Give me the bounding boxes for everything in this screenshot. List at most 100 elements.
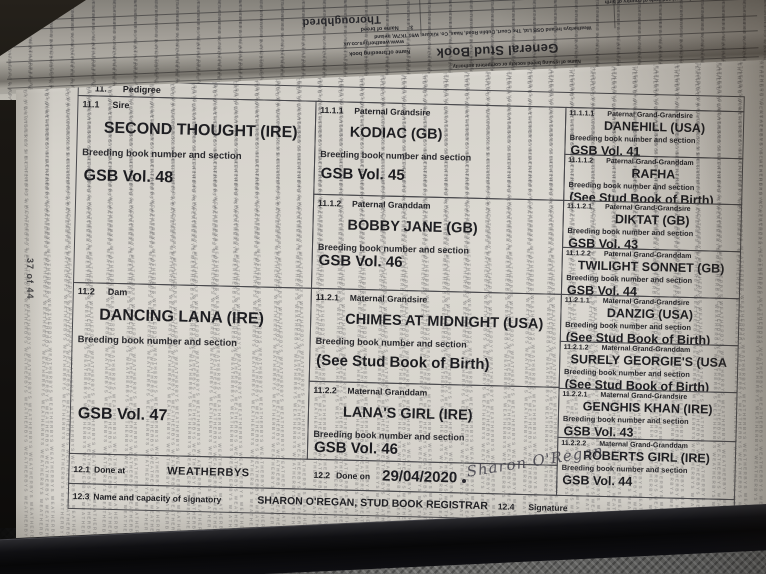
pedigree-cell-great-grandparent-1: 11.1.1.1 Paternal Grand-Grandsire DANEHIL… <box>564 106 745 160</box>
security-pattern-column: WEATHERBYS WEATHERBYS WEATHERBYS WEATHER… <box>385 0 390 100</box>
security-pattern-column: WEATHERBYS WEATHERBYS WEATHERBYS WEATHER… <box>91 0 96 100</box>
signatory-label: Name and capacity of signatory <box>93 491 222 505</box>
pedigree-page: WEATHERBYS WEATHERBYS WEATHERBYS WEATHER… <box>16 60 766 538</box>
breeding-book-label: Breeding book number and section <box>82 147 242 163</box>
security-pattern-column: WEATHERBYS WEATHERBYS WEATHERBYS WEATHER… <box>485 60 491 538</box>
security-pattern-column: WEATHERBYS WEATHERBYS WEATHERBYS WEATHER… <box>569 60 575 538</box>
cell-relation: Sire <box>112 99 130 111</box>
security-pattern-column: WEATHERBYS WEATHERBYS WEATHERBYS WEATHER… <box>506 60 512 538</box>
book-volume: (See Stud Book of Birth) <box>316 351 490 374</box>
cell-code: 11.2 <box>77 286 95 297</box>
security-pattern-column: WEATHERBYS WEATHERBYS WEATHERBYS WEATHER… <box>527 60 533 538</box>
security-pattern-column: WEATHERBYS WEATHERBYS WEATHERBYS WEATHER… <box>133 0 138 100</box>
pedigree-cell-great-grandparent-5: 11.2.1.1 Maternal Grand-Grandsire DANZIG … <box>559 293 740 347</box>
security-pattern-column: WEATHERBYS WEATHERBYS WEATHERBYS WEATHER… <box>149 60 155 538</box>
security-pattern-column: WEATHERBYS WEATHERBYS WEATHERBYS WEATHER… <box>401 60 407 538</box>
ink-dot <box>462 479 466 483</box>
breeding-book-label: Breeding book number and section <box>315 335 467 350</box>
cell-code: 11.1 <box>82 99 100 110</box>
security-pattern-column: WEATHERBYS WEATHERBYS WEATHERBYS WEATHER… <box>427 0 432 100</box>
security-pattern-column: WEATHERBYS WEATHERBYS WEATHERBYS WEATHER… <box>275 60 281 538</box>
security-pattern-column: WEATHERBYS WEATHERBYS WEATHERBYS WEATHER… <box>422 60 428 538</box>
security-pattern-column: WEATHERBYS WEATHERBYS WEATHERBYS WEATHER… <box>7 0 12 100</box>
security-pattern-column: WEATHERBYS WEATHERBYS WEATHERBYS WEATHER… <box>532 0 537 100</box>
security-pattern-column: WEATHERBYS WEATHERBYS WEATHERBYS WEATHER… <box>112 0 117 100</box>
security-pattern-column: WEATHERBYS WEATHERBYS WEATHERBYS WEATHER… <box>301 0 306 100</box>
cell-relation: Maternal Granddam <box>347 385 428 398</box>
horse-name: DANCING LANA (IRE) <box>99 306 265 328</box>
security-pattern-column: WEATHERBYS WEATHERBYS WEATHERBYS WEATHER… <box>317 60 323 538</box>
horse-name: SECOND THOUGHT (IRE) <box>103 119 298 142</box>
security-pattern-column: WEATHERBYS WEATHERBYS WEATHERBYS WEATHER… <box>23 60 29 538</box>
security-pattern-column: WEATHERBYS WEATHERBYS WEATHERBYS WEATHER… <box>70 0 75 100</box>
pedigree-cell-sire: 11.1 Sire SECOND THOUGHT (IRE) Breeding b… <box>73 94 317 289</box>
breeding-book-label: Breeding book number and section <box>320 148 472 163</box>
security-pattern-column: WEATHERBYS WEATHERBYS WEATHERBYS WEATHER… <box>49 0 54 100</box>
security-pattern-column: WEATHERBYS WEATHERBYS WEATHERBYS WEATHER… <box>154 0 159 100</box>
pedigree-cell-paternal-granddam: 11.1.2 Paternal Granddam BOBBY JANE (GB) … <box>310 193 565 295</box>
section-label: Pedigree <box>122 84 161 96</box>
security-pattern-column: WEATHERBYS WEATHERBYS WEATHERBYS WEATHER… <box>86 60 92 538</box>
security-pattern-column: WEATHERBYS WEATHERBYS WEATHERBYS WEATHER… <box>469 0 474 100</box>
horse-name: LANA'S GIRL (IRE) <box>342 404 473 424</box>
horse-name: BOBBY JANE (GB) <box>347 217 478 237</box>
security-pattern-column: WEATHERBYS WEATHERBYS WEATHERBYS WEATHER… <box>653 60 659 538</box>
done-at-code: 12.1 <box>73 463 91 474</box>
security-pattern-column: WEATHERBYS WEATHERBYS WEATHERBYS WEATHER… <box>742 0 747 100</box>
security-pattern-column: WEATHERBYS WEATHERBYS WEATHERBYS WEATHER… <box>763 0 766 100</box>
security-pattern-column: WEATHERBYS WEATHERBYS WEATHERBYS WEATHER… <box>259 0 264 100</box>
pedigree-cell-great-grandparent-3: 11.1.2.1 Paternal Grand-Grandsire DIKTAT … <box>562 199 743 253</box>
security-pattern-column: WEATHERBYS WEATHERBYS WEATHERBYS WEATHER… <box>212 60 218 538</box>
cell-code: 11.1.2 <box>317 197 342 209</box>
security-pattern-column: WEATHERBYS WEATHERBYS WEATHERBYS WEATHER… <box>191 60 197 538</box>
security-pattern-column: WEATHERBYS WEATHERBYS WEATHERBYS WEATHER… <box>44 60 50 538</box>
security-pattern-column: WEATHERBYS WEATHERBYS WEATHERBYS WEATHER… <box>343 0 348 100</box>
security-pattern-column: WEATHERBYS WEATHERBYS WEATHERBYS WEATHER… <box>611 60 617 538</box>
security-pattern-column: WEATHERBYS WEATHERBYS WEATHERBYS WEATHER… <box>700 0 705 100</box>
security-pattern-column: WEATHERBYS WEATHERBYS WEATHERBYS WEATHER… <box>464 60 470 538</box>
security-pattern-column: WEATHERBYS WEATHERBYS WEATHERBYS WEATHER… <box>28 0 33 100</box>
security-pattern-column: WEATHERBYS WEATHERBYS WEATHERBYS WEATHER… <box>196 0 201 100</box>
done-on-label: Done on <box>335 469 371 481</box>
pedigree-cell-great-grandparent-2: 11.1.1.2 Paternal Grand-Granddam RAFHA Br… <box>563 153 744 206</box>
security-pattern-column: WEATHERBYS WEATHERBYS WEATHERBYS WEATHER… <box>175 0 180 100</box>
security-pattern-column: WEATHERBYS WEATHERBYS WEATHERBYS WEATHER… <box>443 60 449 538</box>
cell-code: 11.2.1 <box>315 291 340 303</box>
security-pattern-column: WEATHERBYS WEATHERBYS WEATHERBYS WEATHER… <box>364 0 369 100</box>
security-pattern-column: WEATHERBYS WEATHERBYS WEATHERBYS WEATHER… <box>574 0 579 100</box>
done-at-value: WEATHERBYS <box>167 464 250 479</box>
cell-code: 11.1.2.1 <box>566 202 593 211</box>
security-pattern-column: WEATHERBYS WEATHERBYS WEATHERBYS WEATHER… <box>238 0 243 100</box>
security-pattern-column: WEATHERBYS WEATHERBYS WEATHERBYS WEATHER… <box>679 0 684 100</box>
security-pattern-column: WEATHERBYS WEATHERBYS WEATHERBYS WEATHER… <box>616 0 621 100</box>
security-pattern-column: WEATHERBYS WEATHERBYS WEATHERBYS WEATHER… <box>632 60 638 538</box>
cell-code: 11.2.1.1 <box>564 296 590 305</box>
book-volume: GSB Vol. 45 <box>320 164 405 185</box>
security-pattern-column: WEATHERBYS WEATHERBYS WEATHERBYS WEATHER… <box>758 60 764 538</box>
cell-code: 11.1.1.1 <box>569 110 595 118</box>
security-pattern: WEATHERBYS WEATHERBYS WEATHERBYS WEATHER… <box>0 0 766 100</box>
pedigree-cell-great-grandparent-7: 11.2.2.1 Maternal Grand-Grandsire GENGHIS… <box>557 387 738 443</box>
signature-label: Signature <box>528 502 568 514</box>
cell-relation: Paternal Granddam <box>351 198 431 211</box>
done-on-code: 12.2 <box>313 469 331 480</box>
cell-code: 11.1.1 <box>320 104 344 116</box>
security-pattern-column: WEATHERBYS WEATHERBYS WEATHERBYS WEATHER… <box>170 60 176 538</box>
done-on-value: 29/04/2020 <box>381 467 458 487</box>
signatory-code: 12.3 <box>72 490 90 502</box>
security-pattern-column: WEATHERBYS WEATHERBYS WEATHERBYS WEATHER… <box>737 60 743 538</box>
security-pattern-column: WEATHERBYS WEATHERBYS WEATHERBYS WEATHER… <box>233 60 239 538</box>
signature-code: 12.4 <box>497 501 515 512</box>
security-pattern-column: WEATHERBYS WEATHERBYS WEATHERBYS WEATHER… <box>338 60 344 538</box>
pedigree-cell-maternal-grandsire: 11.2.1 Maternal Grandsire CHIMES AT MIDNI… <box>308 287 562 388</box>
security-pattern-column: WEATHERBYS WEATHERBYS WEATHERBYS WEATHER… <box>548 60 554 538</box>
breeding-book-label: Breeding book number and section <box>77 334 238 349</box>
security-pattern-column: WEATHERBYS WEATHERBYS WEATHERBYS WEATHER… <box>322 0 327 100</box>
pedigree-cell-dam: 11.2 Dam DANCING LANA (IRE) Breeding book… <box>68 281 312 460</box>
cell-code: 11.2.2 <box>313 384 337 396</box>
cell-code: 11.2.2.1 <box>562 390 588 399</box>
security-pattern-column: WEATHERBYS WEATHERBYS WEATHERBYS WEATHER… <box>490 0 495 100</box>
security-pattern-column: WEATHERBYS WEATHERBYS WEATHERBYS WEATHER… <box>448 0 453 100</box>
cell-relation: Paternal Grandsire <box>354 105 431 118</box>
pedigree-table: 11. Pedigree 11.1 Sire SECOND THOUGHT (IR… <box>67 80 746 526</box>
